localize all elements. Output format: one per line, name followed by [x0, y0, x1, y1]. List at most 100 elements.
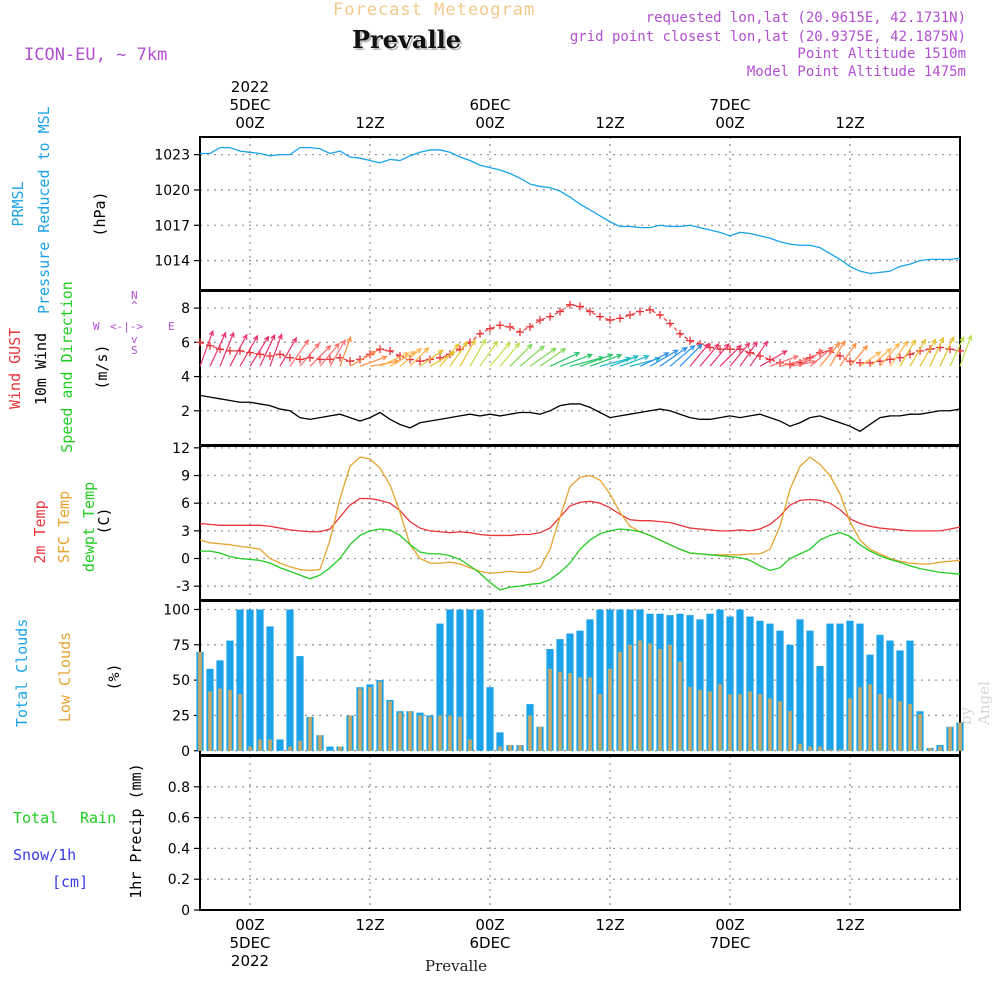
cloud-low-bar	[378, 681, 382, 751]
y-tick-label: 1017	[154, 218, 190, 234]
cloud-total-bar	[846, 620, 854, 751]
cloud-low-bar	[368, 687, 372, 751]
cloud-low-bar	[398, 712, 402, 751]
wind-arrow-head	[762, 340, 769, 347]
wind-arrow-head	[370, 350, 377, 356]
wind-arrow-head	[616, 353, 623, 359]
cloud-total-bar	[486, 687, 494, 751]
wind-arrow	[489, 342, 511, 367]
wind-arrow-head	[291, 336, 297, 344]
wind-arrow	[609, 355, 639, 367]
cloud-total-bar	[806, 630, 814, 751]
wind-arrow	[899, 339, 916, 367]
wind-arrow	[639, 352, 669, 367]
wind-arrow	[749, 341, 768, 367]
wind-arrow-head	[723, 343, 730, 350]
wind-arrow-head	[949, 336, 955, 343]
cloud-low-bar	[828, 749, 832, 751]
cloud-low-bar	[818, 746, 822, 751]
wind-arrow	[299, 343, 320, 367]
cloud-low-bar	[208, 691, 212, 751]
cloud-total-bar	[256, 609, 264, 751]
wind-arrow-head	[492, 340, 499, 347]
cloud-low-bar	[498, 746, 502, 751]
footer-station: Prevalle	[425, 957, 488, 975]
wind-arrow-head	[504, 341, 511, 348]
cloud-low-bar	[838, 749, 842, 751]
wind-arrow	[319, 343, 340, 367]
wind-arrow	[709, 343, 730, 367]
wind-arrow	[279, 337, 297, 367]
wind-arrow	[539, 348, 566, 367]
cloud-low-bar	[678, 661, 682, 751]
bottom-time-label: 6DEC	[469, 934, 510, 952]
bottom-time-label: 00Z	[475, 916, 504, 934]
wind-arrow-head	[270, 333, 276, 341]
wind-arrow-head	[462, 340, 468, 348]
wind-arrow	[399, 348, 422, 367]
cloud-low-bar	[388, 701, 392, 751]
wind-arrow	[339, 337, 352, 367]
wind-arrow	[409, 347, 429, 367]
wind-arrow-head	[208, 329, 214, 337]
wind-arrow	[959, 335, 972, 367]
top-time-label: 5DEC	[229, 96, 270, 114]
cloud-low-bar	[758, 694, 762, 751]
wind-arrow-head	[437, 349, 444, 356]
snow-unit-label: [cm]	[52, 873, 89, 891]
cloud-low-bar	[888, 698, 892, 751]
wind-arrow	[449, 341, 468, 367]
cloud-low-bar	[598, 694, 602, 751]
cloud-total-bar	[796, 619, 804, 751]
wind-arrow-head	[325, 344, 332, 351]
compass-south-stem: v	[131, 333, 138, 346]
wind-arrow	[849, 345, 868, 367]
top-time-label: 12Z	[835, 114, 864, 132]
wind-arrow	[469, 339, 486, 367]
cloud-low-bar	[438, 715, 442, 751]
cloud-total-bar	[906, 640, 914, 751]
wind-arrow-head	[894, 342, 900, 349]
wind-arrow	[879, 343, 900, 367]
cloud-total-bar	[456, 609, 464, 751]
wind-arrow-head	[840, 339, 846, 347]
wind-arrow	[589, 354, 622, 367]
wind-arrow-head	[967, 334, 973, 341]
top-time-label: 00Z	[235, 114, 264, 132]
wind-arrow	[689, 343, 710, 367]
wind-arrow-head	[792, 355, 800, 361]
wind-arrow-head	[607, 353, 614, 359]
wind-arrow	[329, 339, 346, 367]
top-time-label: 6DEC	[469, 96, 510, 114]
bottom-time-label: 5DEC	[229, 934, 270, 952]
cloud-low-bar	[308, 716, 312, 751]
wind-arrow-head	[539, 345, 546, 351]
wind-arrow	[719, 344, 742, 367]
cloud-low-bar	[468, 739, 472, 751]
model-altitude: Model Point Altitude 1475m	[746, 64, 966, 80]
wind-arrow-head	[242, 333, 248, 340]
gust-line	[199, 304, 961, 366]
wind-arrow-head	[713, 343, 720, 350]
panel-frame	[199, 290, 961, 446]
wind-arrow	[819, 342, 840, 367]
cloud-low-bar	[798, 743, 802, 751]
wind-arrow-head	[403, 352, 410, 358]
wind-arrow	[439, 343, 460, 367]
cloud-low-bar	[548, 668, 552, 751]
wind-arrow-head	[346, 336, 352, 343]
cloud-total-bar	[816, 665, 824, 751]
compass-north-stem: ^	[131, 299, 138, 312]
wind-arrow	[199, 330, 214, 367]
wind-arrow-head	[381, 355, 388, 361]
y-tick-label: 25	[172, 708, 190, 724]
wind-arrow	[889, 341, 908, 367]
cloud-low-bar	[568, 673, 572, 751]
cloud-low-bar	[458, 716, 462, 751]
cloud-low-bar	[198, 651, 202, 751]
wind-arrow-head	[851, 342, 857, 349]
wind-arrow-head	[862, 344, 868, 351]
cloud-total-bar	[896, 650, 904, 751]
cloud-total-bar	[836, 623, 844, 751]
compass-west: W	[93, 320, 100, 333]
